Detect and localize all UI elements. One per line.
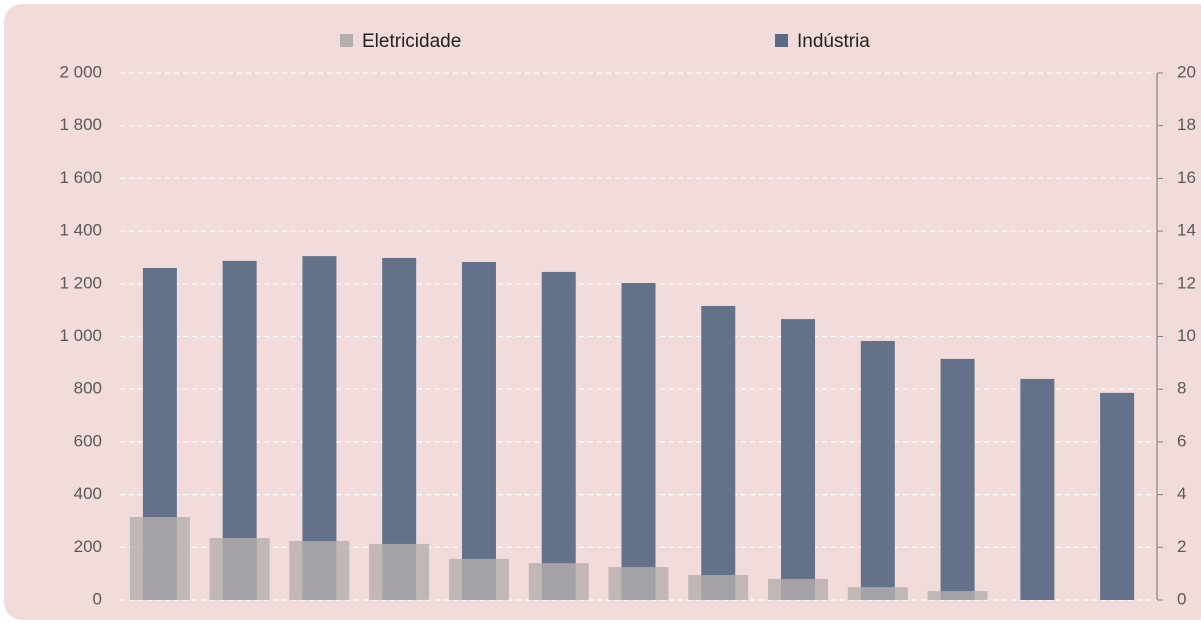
y2-tick-label: 18 — [1177, 115, 1196, 134]
bar — [382, 257, 417, 600]
y-tick-label: 600 — [74, 431, 102, 450]
bar — [1020, 378, 1055, 600]
y2-tick-label: 20 — [1177, 62, 1196, 81]
bar — [860, 340, 895, 600]
bar — [940, 358, 975, 600]
bar — [927, 591, 988, 600]
y2-tick-label: 2 — [1177, 537, 1186, 556]
y-tick-label: 0 — [93, 589, 102, 608]
bar — [448, 558, 509, 600]
y2-tick-label: 8 — [1177, 379, 1186, 398]
bar — [1100, 392, 1135, 600]
y2-tick-label: 6 — [1177, 431, 1186, 450]
y2-tick-label: 12 — [1177, 273, 1196, 292]
legend-swatch — [340, 34, 353, 47]
y-tick-label: 800 — [74, 379, 102, 398]
bar — [541, 271, 576, 600]
y-tick-label: 1 400 — [59, 221, 102, 240]
y-tick-label: 400 — [74, 484, 102, 503]
bar — [461, 261, 496, 600]
bar — [781, 319, 816, 600]
y2-tick-label: 4 — [1177, 484, 1186, 503]
bar — [768, 578, 829, 600]
y-tick-label: 1 200 — [59, 273, 102, 292]
bar — [621, 283, 656, 600]
y2-tick-label: 16 — [1177, 168, 1196, 187]
bar — [608, 567, 669, 600]
bar — [847, 587, 908, 600]
y2-tick-label: 10 — [1177, 326, 1196, 345]
y-tick-label: 1 000 — [59, 326, 102, 345]
y-tick-label: 1 800 — [59, 115, 102, 134]
y2-tick-label: 14 — [1177, 221, 1196, 240]
y-tick-label: 2 000 — [59, 62, 102, 81]
bar — [209, 538, 270, 600]
legend-label: Indústria — [797, 31, 870, 52]
y-tick-label: 200 — [74, 537, 102, 556]
y2-tick-label: 0 — [1177, 589, 1186, 608]
bar — [528, 563, 589, 600]
bar — [289, 540, 350, 600]
bar — [688, 574, 749, 600]
y-tick-label: 1 600 — [59, 168, 102, 187]
legend-label: Eletricidade — [362, 31, 461, 52]
bar — [129, 516, 190, 600]
bar — [701, 305, 736, 600]
bar — [369, 543, 430, 600]
legend-swatch — [775, 34, 788, 47]
